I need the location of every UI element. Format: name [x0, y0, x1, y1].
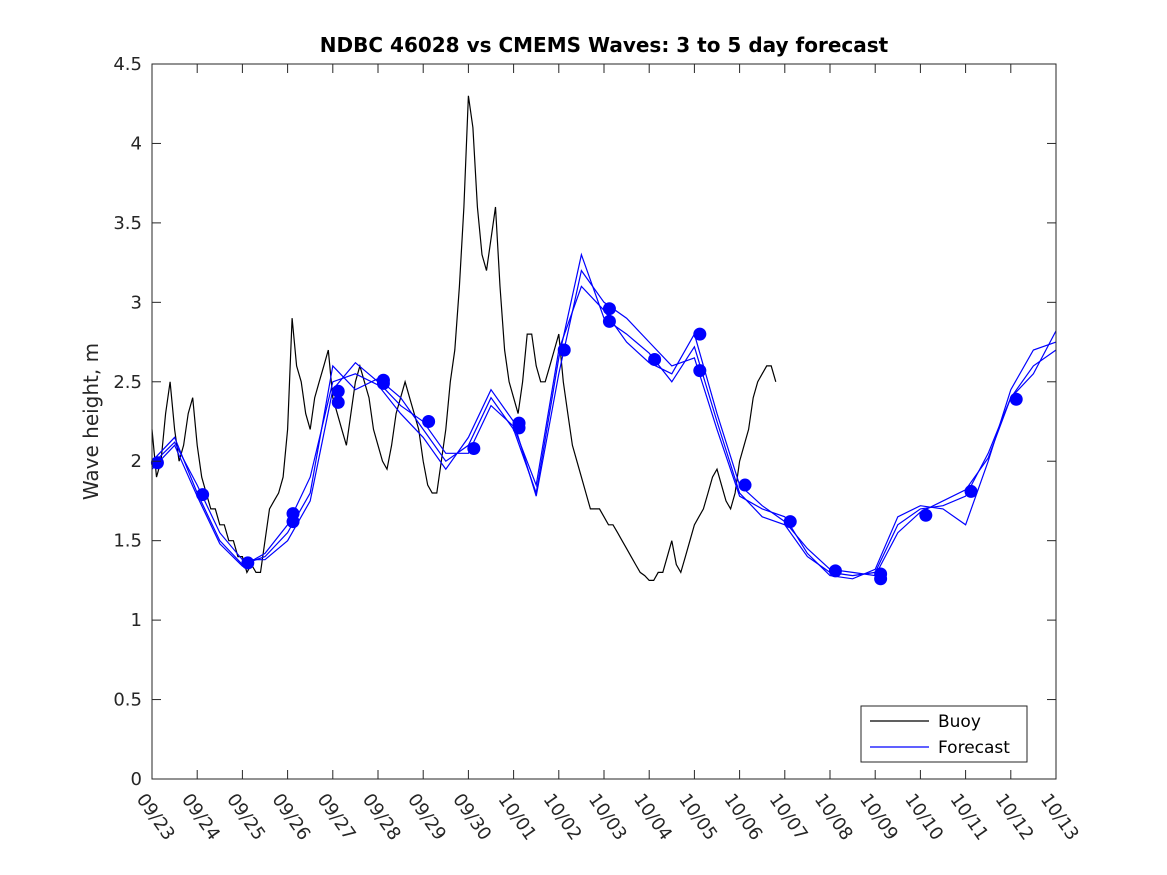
- forecast-marker: [602, 302, 616, 316]
- y-tick-label: 2.5: [113, 372, 142, 393]
- forecast-marker: [467, 442, 481, 456]
- forecast-marker: [648, 353, 662, 367]
- legend: Buoy Forecast: [860, 705, 1028, 763]
- plot-area: [150, 95, 1057, 586]
- buoy-series-line: [151, 95, 777, 582]
- forecast-marker: [919, 508, 933, 522]
- y-axis-label: Wave height, m: [79, 343, 103, 500]
- y-tick-label: 0: [131, 769, 142, 790]
- y-tick-label: 3: [131, 292, 142, 313]
- forecast-marker: [241, 556, 255, 570]
- y-tick-label: 0.5: [113, 690, 142, 711]
- forecast-marker: [874, 567, 888, 581]
- forecast-series-line-3: [151, 269, 1057, 580]
- forecast-marker: [286, 507, 300, 521]
- forecast-marker: [693, 327, 707, 341]
- legend-box: [860, 705, 1028, 763]
- forecast-marker: [196, 488, 210, 502]
- forecast-marker: [331, 395, 345, 409]
- forecast-marker: [693, 364, 707, 378]
- forecast-marker: [376, 373, 390, 387]
- forecast-marker: [150, 456, 164, 470]
- forecast-marker: [331, 384, 345, 398]
- forecast-marker: [602, 314, 616, 328]
- forecast-marker: [422, 415, 436, 428]
- forecast-marker: [738, 478, 752, 492]
- y-tick-label: 2: [131, 451, 142, 472]
- y-tick-label: 4.5: [113, 54, 142, 75]
- legend-forecast-label: Forecast: [938, 738, 1010, 758]
- forecast-marker: [964, 484, 978, 498]
- forecast-marker: [557, 343, 571, 357]
- forecast-marker: [1009, 392, 1023, 406]
- y-tick-label: 4: [131, 133, 142, 154]
- chart-title: NDBC 46028 vs CMEMS Waves: 3 to 5 day fo…: [320, 33, 889, 57]
- y-tick-label: 1.5: [113, 531, 142, 552]
- forecast-marker: [512, 416, 526, 430]
- forecast-marker: [783, 515, 797, 529]
- legend-buoy-label: Buoy: [938, 712, 981, 732]
- y-tick-label: 3.5: [113, 213, 142, 234]
- forecast-marker: [828, 564, 842, 578]
- y-tick-label: 1: [131, 610, 142, 631]
